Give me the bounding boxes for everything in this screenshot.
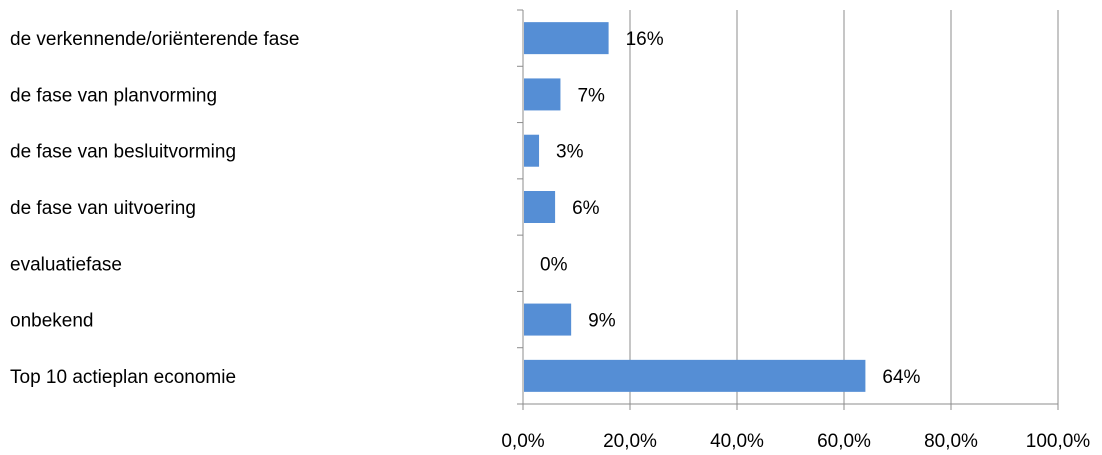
bar (524, 78, 561, 111)
value-labels: 16% 7% 3% 6% 0% 9% 64% (540, 29, 921, 388)
bar (524, 134, 540, 167)
bars (524, 22, 866, 392)
category-label: de fase van planvorming (10, 85, 217, 106)
x-tick-labels: 0,0% 20,0% 40,0% 60,0% 80,0% 100,0% (501, 431, 1090, 452)
x-tick-label: 100,0% (1026, 431, 1091, 452)
value-label: 0% (540, 254, 568, 275)
value-label: 64% (882, 367, 920, 388)
x-tick-label: 40,0% (710, 431, 764, 452)
category-label: de fase van uitvoering (10, 198, 196, 219)
x-tick-label: 0,0% (501, 431, 544, 452)
value-label: 6% (572, 198, 600, 219)
category-label: de fase van besluitvorming (10, 142, 236, 163)
category-label: Top 10 actieplan economie (10, 367, 236, 388)
x-tick-label: 80,0% (924, 431, 978, 452)
category-label: onbekend (10, 311, 93, 332)
value-label: 7% (577, 85, 605, 106)
bar (524, 359, 866, 392)
value-label: 16% (626, 29, 664, 50)
gridlines (629, 10, 1059, 404)
category-label: evaluatiefase (10, 254, 122, 275)
x-tick-label: 60,0% (817, 431, 871, 452)
axes (517, 9, 1059, 410)
x-tick-label: 20,0% (603, 431, 657, 452)
bar (524, 191, 556, 223)
bar (524, 303, 572, 336)
value-label: 9% (588, 311, 616, 332)
value-label: 3% (556, 142, 584, 163)
category-label: de verkennende/oriënterende fase (10, 29, 299, 50)
bar (524, 22, 609, 55)
category-labels: de verkennende/oriënterende fase de fase … (10, 29, 299, 388)
